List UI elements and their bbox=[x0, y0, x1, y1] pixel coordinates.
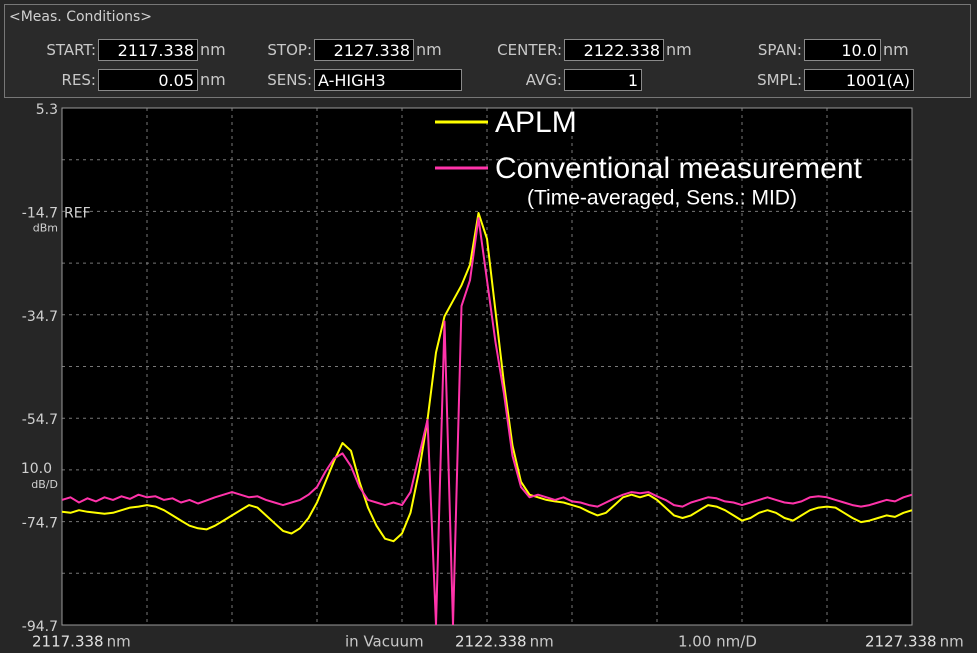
x-scale: 1.00 nm/D bbox=[678, 633, 757, 651]
field-value: 1 bbox=[564, 69, 642, 91]
x-medium: in Vacuum bbox=[345, 633, 424, 651]
y-tick-label: -74.7 bbox=[22, 516, 58, 532]
field-unit: nm bbox=[883, 40, 909, 59]
field-unit: nm bbox=[666, 40, 692, 59]
y-tick-label: 5.3 bbox=[36, 102, 58, 118]
field-label: SENS: bbox=[267, 71, 312, 89]
field-label: SPAN: bbox=[757, 41, 802, 59]
y-tick-label: -34.7 bbox=[22, 309, 58, 325]
x-unit: nm bbox=[940, 633, 964, 651]
field-value: 0.05 bbox=[98, 69, 198, 91]
plot-border bbox=[61, 107, 913, 626]
conditions-panel: <Meas. Conditions> START: 2117.338 nm STOP:… bbox=[4, 4, 971, 98]
legend-label: APLM bbox=[495, 106, 577, 139]
field-label: SMPL: bbox=[757, 71, 802, 89]
y-tick-label: -14.7 bbox=[22, 205, 58, 221]
ref-label: REF bbox=[64, 205, 91, 221]
field-value: 10.0 bbox=[804, 39, 881, 61]
field-unit: nm bbox=[200, 40, 226, 59]
x-tick-label: 2122.338 bbox=[455, 633, 527, 651]
x-tick-label: 2117.338 bbox=[32, 633, 104, 651]
field-value: 2122.338 bbox=[564, 39, 664, 61]
y-tick-label: -94.7 bbox=[22, 619, 58, 635]
y-tick-label: -54.7 bbox=[22, 412, 58, 428]
panel-title: <Meas. Conditions> bbox=[9, 9, 153, 25]
legend-label: Conventional measurement bbox=[495, 152, 863, 185]
field-value: 1001(A) bbox=[804, 69, 914, 91]
field-label: RES: bbox=[61, 71, 96, 89]
x-unit: nm bbox=[107, 633, 131, 651]
field-unit: nm bbox=[200, 70, 226, 89]
field-label: AVG: bbox=[525, 71, 562, 89]
field-value: 2127.338 bbox=[314, 39, 414, 61]
field-label: CENTER: bbox=[497, 41, 562, 59]
field-label: STOP: bbox=[267, 41, 312, 59]
field-value: 2117.338 bbox=[98, 39, 198, 61]
series-line bbox=[62, 217, 912, 625]
x-tick-label: 2127.338 bbox=[865, 633, 937, 651]
field-label: START: bbox=[46, 41, 96, 59]
x-unit: nm bbox=[530, 633, 554, 651]
y-scale-value: 10.0 bbox=[21, 461, 52, 477]
series-line bbox=[62, 212, 912, 543]
annotation: (Time-averaged, Sens.: MID) bbox=[527, 187, 797, 210]
field-value: A-HIGH3 bbox=[314, 69, 462, 91]
field-unit: nm bbox=[416, 40, 442, 59]
y-unit: dBm bbox=[33, 221, 58, 234]
y-scale-unit: dB/D bbox=[31, 478, 58, 491]
